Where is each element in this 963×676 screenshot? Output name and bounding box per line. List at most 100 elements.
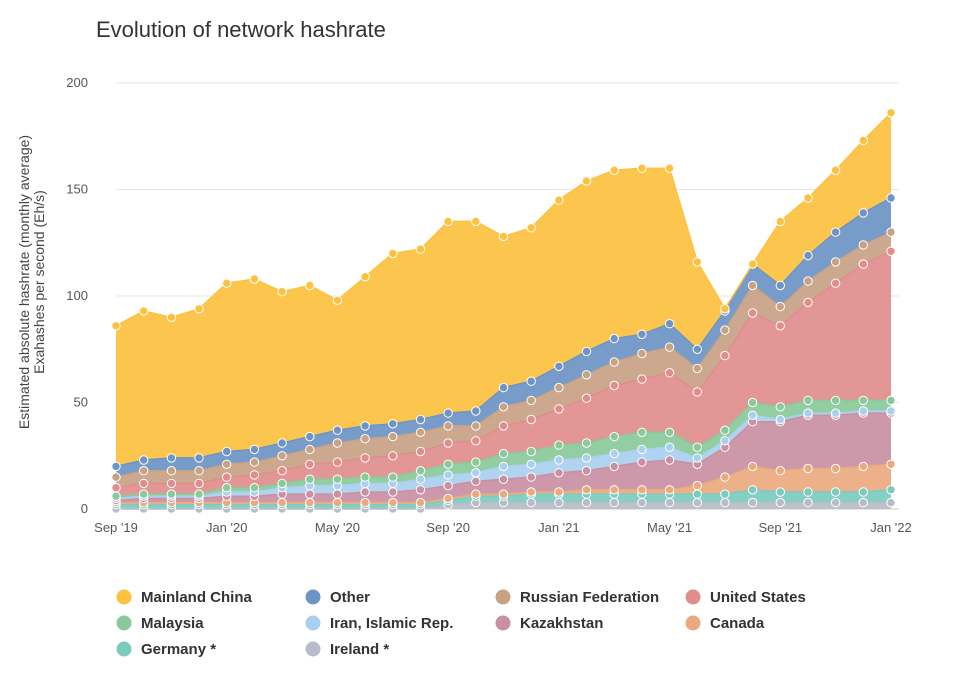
point-russian-federation [194,466,204,476]
point-canada [554,487,564,497]
point-other [498,382,509,393]
point-other [581,346,592,357]
point-canada [692,480,702,491]
point-malaysia [858,395,868,406]
point-canada [886,459,896,469]
x-tick-label: Jan '20 [206,520,248,535]
legend-label: Ireland * [330,641,389,658]
point-united-states [415,446,426,457]
point-united-states [471,436,481,446]
point-other [554,361,564,371]
point-ireland [581,497,592,508]
point-russian-federation [305,444,315,455]
legend: Mainland China Other Russian Federation Uni… [116,589,806,658]
point-russian-federation [664,342,675,352]
area-malaysia [116,400,891,499]
point-germany [830,487,841,497]
legend-label: Canada [710,615,765,632]
point-ireland [720,497,730,508]
point-malaysia [886,395,896,406]
point-united-states [139,478,149,489]
legend-item-ireland: Ireland * [305,641,389,658]
point-canada [305,497,315,508]
point-canada [388,497,398,508]
point-iran-islamic-rep [664,442,675,452]
point-mainland-china [886,108,896,118]
point-russian-federation [858,240,868,250]
legend-item-malaysia: Malaysia [116,615,204,632]
point-russian-federation [609,357,619,367]
point-canada [720,472,730,482]
point-malaysia [637,427,647,437]
point-canada [277,497,287,508]
legend-marker [116,615,132,631]
point-united-states [332,457,343,467]
legend-marker [495,589,511,605]
point-other [609,333,619,344]
y-tick-label: 50 [74,395,88,410]
x-tick-label: Sep '20 [426,520,470,535]
point-ireland [664,497,675,508]
point-mainland-china [692,257,702,267]
point-other [249,444,260,455]
y-tick-label: 150 [66,182,88,197]
point-germany [747,485,758,495]
point-mainland-china [803,193,813,203]
point-mainland-china [332,295,343,305]
point-ireland [830,497,841,508]
point-germany [720,489,730,499]
point-united-states [775,321,785,331]
legend-item-mainland-china: Mainland China [116,589,252,606]
point-canada [830,463,841,474]
legend-label: Mainland China [141,589,252,606]
legend-label: Germany * [141,641,216,658]
point-united-states [166,478,177,489]
point-germany [886,485,896,495]
point-united-states [194,478,204,489]
y-tick-label: 200 [66,75,88,90]
legend-item-other: Other [305,589,370,606]
point-other [858,208,868,218]
point-other [803,250,813,261]
point-other [166,453,177,463]
point-united-states [609,380,619,391]
point-ireland [554,497,564,508]
x-tick-label: Sep '21 [758,520,802,535]
point-kazakhstan [498,474,509,484]
point-russian-federation [526,395,536,406]
area-kazakhstan [116,413,891,503]
point-iran-islamic-rep [637,444,647,455]
point-malaysia [830,395,841,406]
point-other [332,425,343,435]
point-malaysia [277,478,287,489]
chart-title: Evolution of network hashrate [96,17,386,42]
point-iran-islamic-rep [747,410,758,420]
point-kazakhstan [637,457,647,467]
point-malaysia [388,472,398,482]
point-malaysia [526,446,536,457]
x-tick-label: Jan '21 [538,520,580,535]
point-germany [858,487,868,497]
point-malaysia [720,425,730,435]
area-united-states [116,251,891,497]
point-mainland-china [554,195,564,205]
y-tick-label: 100 [66,288,88,303]
point-united-states [305,459,315,469]
point-mainland-china [775,216,785,227]
point-kazakhstan [526,472,536,482]
point-mainland-china [277,287,287,297]
point-iran-islamic-rep [720,436,730,446]
point-canada [747,461,758,472]
legend-label: Malaysia [141,615,204,632]
point-mainland-china [305,280,315,291]
point-canada [664,485,675,495]
point-mainland-china [388,248,398,259]
point-other [360,421,370,431]
point-ireland [637,497,647,508]
y-axis-title: Exahashes per second (Eh/s) [31,190,47,374]
point-kazakhstan [664,455,675,465]
point-russian-federation [554,382,564,393]
point-ireland [747,497,758,508]
point-russian-federation [360,434,370,444]
x-tick-label: Jan '22 [870,520,912,535]
